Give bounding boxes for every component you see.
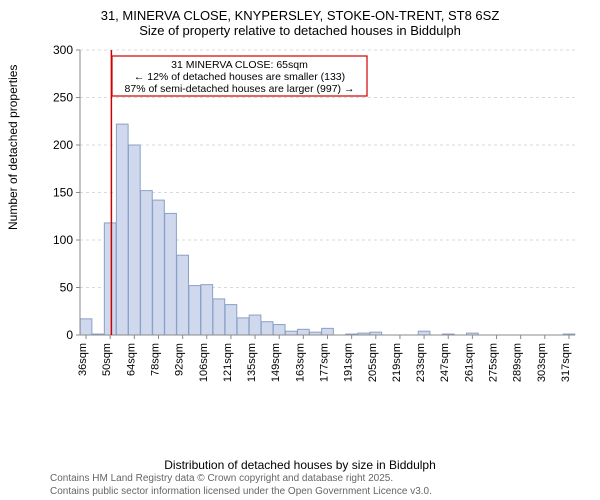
footer-line1: Contains HM Land Registry data © Crown c… bbox=[50, 473, 432, 486]
svg-text:36sqm: 36sqm bbox=[77, 343, 89, 376]
svg-text:106sqm: 106sqm bbox=[198, 343, 210, 382]
svg-text:92sqm: 92sqm bbox=[174, 343, 186, 376]
x-axis-label: Distribution of detached houses by size … bbox=[0, 458, 600, 472]
svg-text:219sqm: 219sqm bbox=[391, 343, 403, 382]
svg-text:163sqm: 163sqm bbox=[294, 343, 306, 382]
footer-line2: Contains public sector information licen… bbox=[50, 486, 432, 499]
chart-title-line2: Size of property relative to detached ho… bbox=[0, 23, 600, 42]
svg-text:247sqm: 247sqm bbox=[439, 343, 451, 382]
svg-text:0: 0 bbox=[66, 328, 73, 342]
svg-text:121sqm: 121sqm bbox=[222, 343, 234, 382]
svg-text:100: 100 bbox=[53, 233, 73, 247]
svg-text:250: 250 bbox=[53, 91, 73, 105]
svg-text:87% of semi-detached houses ar: 87% of semi-detached houses are larger (… bbox=[125, 83, 355, 95]
svg-text:← 12% of detached houses are s: ← 12% of detached houses are smaller (13… bbox=[134, 71, 345, 83]
svg-text:205sqm: 205sqm bbox=[367, 343, 379, 382]
chart-title-line1: 31, MINERVA CLOSE, KNYPERSLEY, STOKE-ON-… bbox=[0, 0, 600, 23]
svg-text:64sqm: 64sqm bbox=[125, 343, 137, 376]
y-axis-label: Number of detached properties bbox=[6, 65, 20, 230]
plot-area: 0 50 100 150 200 250 300 36sqm 50sqm 64sqm 78sqm 92… bbox=[50, 45, 580, 415]
svg-text:233sqm: 233sqm bbox=[415, 343, 427, 382]
svg-text:135sqm: 135sqm bbox=[246, 343, 258, 382]
svg-text:303sqm: 303sqm bbox=[536, 343, 548, 382]
svg-text:275sqm: 275sqm bbox=[488, 343, 500, 382]
svg-text:317sqm: 317sqm bbox=[560, 343, 572, 382]
svg-text:50sqm: 50sqm bbox=[101, 343, 113, 376]
svg-text:31 MINERVA CLOSE: 65sqm: 31 MINERVA CLOSE: 65sqm bbox=[171, 59, 308, 71]
svg-text:50: 50 bbox=[60, 281, 74, 295]
svg-text:150: 150 bbox=[53, 186, 73, 200]
svg-text:289sqm: 289sqm bbox=[512, 343, 524, 382]
svg-text:300: 300 bbox=[53, 45, 73, 57]
svg-text:177sqm: 177sqm bbox=[319, 343, 331, 382]
svg-text:191sqm: 191sqm bbox=[343, 343, 355, 382]
svg-text:200: 200 bbox=[53, 138, 73, 152]
footer-attribution: Contains HM Land Registry data © Crown c… bbox=[50, 473, 432, 498]
histogram-chart: 0 50 100 150 200 250 300 36sqm 50sqm 64sqm 78sqm 92… bbox=[50, 45, 580, 415]
svg-text:78sqm: 78sqm bbox=[149, 343, 161, 376]
svg-text:149sqm: 149sqm bbox=[270, 343, 282, 382]
svg-text:261sqm: 261sqm bbox=[463, 343, 475, 382]
